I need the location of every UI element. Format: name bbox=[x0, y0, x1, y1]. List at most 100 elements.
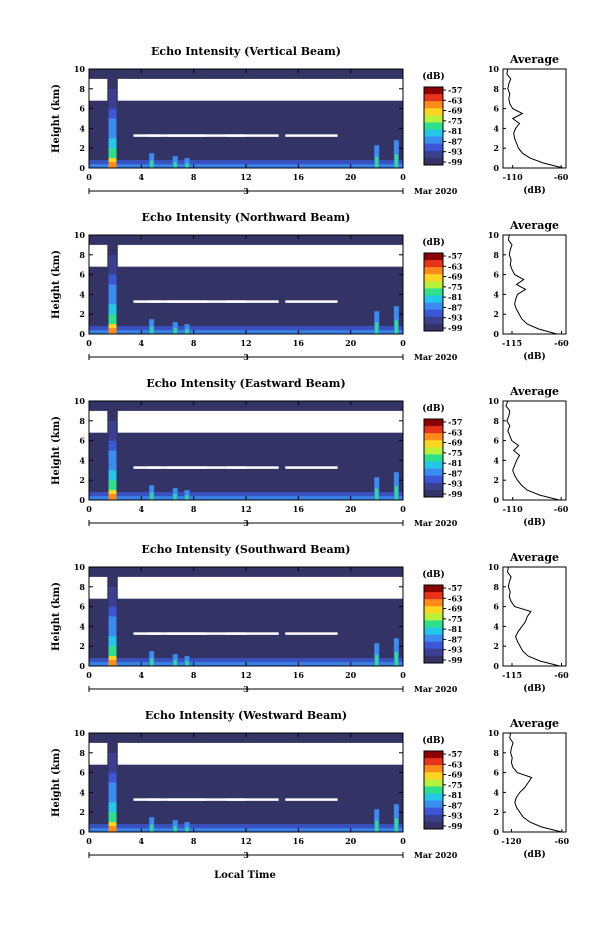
heatmap-cell-core bbox=[173, 494, 177, 500]
colorbar-swatch bbox=[424, 440, 443, 448]
profile-x-tick-label: -110 bbox=[503, 504, 523, 514]
colorbar-tick-label: -93 bbox=[448, 313, 463, 323]
y-axis-label: Height (km) bbox=[51, 748, 62, 817]
heatmap-cell-core bbox=[375, 156, 379, 168]
colorbar-frame bbox=[423, 418, 444, 498]
colorbar-swatch bbox=[424, 94, 443, 102]
profile-frame bbox=[502, 566, 567, 667]
colorbar-swatch bbox=[424, 157, 443, 166]
heatmap-gap bbox=[147, 134, 246, 137]
x-tick-label: 4 bbox=[139, 504, 145, 514]
panel-title: Echo Intensity (Westward Beam) bbox=[145, 709, 347, 722]
x-tick-label: 12 bbox=[240, 836, 251, 846]
colorbar-frame bbox=[423, 584, 444, 664]
profile-y-tick-label: 2 bbox=[493, 143, 499, 153]
x-tick-label: 12 bbox=[240, 504, 251, 514]
colorbar-swatch bbox=[424, 274, 443, 282]
x-tick-label: 8 bbox=[191, 338, 197, 348]
colorbar-swatch bbox=[424, 800, 443, 809]
date-month-label: Mar 2020 bbox=[414, 684, 458, 694]
colorbar-tick-label: -93 bbox=[448, 147, 463, 157]
colorbar-swatch bbox=[424, 267, 443, 275]
colorbar-swatch bbox=[424, 634, 443, 643]
colorbar-swatch bbox=[424, 108, 443, 116]
x-tick-label: 20 bbox=[345, 504, 357, 514]
colorbar-tick-label: -63 bbox=[448, 95, 463, 105]
colorbar-unit: (dB) bbox=[422, 237, 444, 248]
heatmap-cell-core bbox=[185, 661, 189, 666]
date-day-label: 3 bbox=[243, 186, 249, 196]
profile-x-tick-label: -120 bbox=[501, 836, 521, 846]
heatmap-cell-core bbox=[173, 328, 177, 334]
colorbar-swatch bbox=[424, 316, 443, 325]
colorbar-tick-label: -87 bbox=[448, 302, 462, 312]
heatmap-gap bbox=[226, 632, 279, 635]
y-tick-label: 4 bbox=[79, 455, 85, 465]
colorbar-tick-label: -63 bbox=[448, 261, 463, 271]
profile-x-label: (dB) bbox=[523, 683, 545, 694]
x-tick-label: 16 bbox=[293, 338, 305, 348]
heatmap-gap bbox=[226, 134, 279, 137]
heatmap-cell-core bbox=[150, 326, 154, 334]
colorbar-swatch bbox=[424, 447, 443, 455]
colorbar-tick-label: -75 bbox=[448, 116, 462, 126]
profile-line bbox=[509, 732, 562, 833]
profile-y-tick-label: 0 bbox=[493, 661, 499, 671]
heatmap-column-core bbox=[108, 328, 117, 334]
date-month-label: Mar 2020 bbox=[414, 186, 458, 196]
y-tick-label: 10 bbox=[74, 396, 86, 406]
heatmap-cell-core bbox=[150, 658, 154, 666]
profile-title: Average bbox=[509, 53, 559, 66]
colorbar-swatch bbox=[424, 482, 443, 491]
heatmap-cell-core bbox=[375, 488, 379, 500]
x-tick-label: 4 bbox=[139, 670, 145, 680]
x-tick-label: 0 bbox=[86, 504, 92, 514]
profile-y-tick-label: 0 bbox=[493, 163, 499, 173]
colorbar-tick-label: -87 bbox=[448, 634, 462, 644]
colorbar-swatch bbox=[424, 786, 443, 795]
y-tick-label: 0 bbox=[79, 661, 85, 671]
heatmap-gap bbox=[147, 632, 246, 635]
colorbar-swatch bbox=[424, 489, 443, 498]
profile-y-tick-label: 2 bbox=[493, 309, 499, 319]
colorbar-swatch bbox=[424, 655, 443, 664]
colorbar-tick-label: -63 bbox=[448, 593, 463, 603]
colorbar-swatch bbox=[424, 150, 443, 159]
profile-frame bbox=[502, 234, 567, 335]
heatmap-gap bbox=[147, 466, 246, 469]
x-tick-label: 4 bbox=[139, 172, 145, 182]
colorbar-tick-label: -75 bbox=[448, 282, 462, 292]
x-tick-label: 16 bbox=[293, 504, 305, 514]
profile-frame bbox=[502, 732, 567, 833]
x-tick-label: 8 bbox=[191, 172, 197, 182]
profile-line bbox=[507, 234, 558, 335]
x-tick-label: 8 bbox=[191, 670, 197, 680]
colorbar-tick-label: -69 bbox=[448, 106, 463, 116]
profile-y-tick-label: 4 bbox=[493, 787, 499, 797]
colorbar-frame bbox=[423, 252, 444, 332]
heatmap-cell bbox=[374, 145, 380, 168]
profile-y-tick-label: 8 bbox=[493, 250, 499, 260]
profile-x-tick-label: -60 bbox=[554, 172, 569, 182]
colorbar-swatch bbox=[424, 599, 443, 607]
y-tick-label: 2 bbox=[79, 641, 85, 651]
colorbar-frame bbox=[423, 86, 444, 166]
x-tick-label: 20 bbox=[345, 338, 357, 348]
colorbar-unit: (dB) bbox=[422, 71, 444, 82]
colorbar-swatch bbox=[424, 648, 443, 657]
heatmap-column-core bbox=[108, 162, 117, 168]
colorbar-swatch bbox=[424, 136, 443, 145]
y-axis-label: Height (km) bbox=[51, 582, 62, 651]
profile-frame bbox=[502, 400, 567, 501]
y-tick-label: 4 bbox=[79, 289, 85, 299]
x-tick-label: 0 bbox=[86, 670, 92, 680]
x-tick-label: 0 bbox=[86, 338, 92, 348]
heatmap-cell-core bbox=[375, 322, 379, 334]
panel-4: Echo Intensity (Westward Beam) 0 2 4 6 8 10 Hei… bbox=[51, 709, 569, 860]
panel-2: Echo Intensity (Eastward Beam) 0 2 4 6 8 10 Hei… bbox=[51, 377, 569, 528]
colorbar-unit: (dB) bbox=[422, 403, 444, 414]
x-tick-label: 12 bbox=[240, 172, 251, 182]
colorbar-swatch bbox=[424, 288, 443, 297]
panels: Echo Intensity (Vertical Beam) 0 2 4 6 8 10 Hei… bbox=[51, 45, 569, 860]
